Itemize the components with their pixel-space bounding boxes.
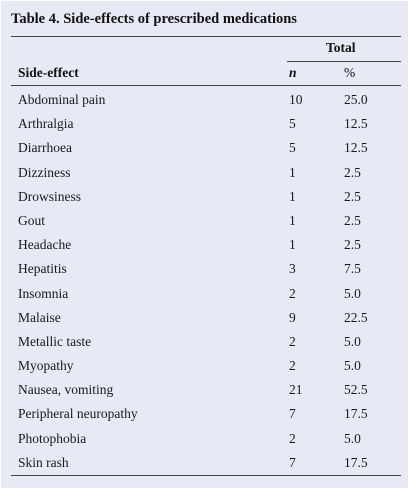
table-row: Skin rash 7 17.5 xyxy=(1,452,408,476)
n-cell: 1 xyxy=(289,237,296,253)
table-row: Abdominal pain 10 25.0 xyxy=(1,89,408,113)
n-cell: 7 xyxy=(289,454,296,470)
table-body: Abdominal pain 10 25.0 Arthralgia 5 12.5 Diarr… xyxy=(1,89,408,476)
n-cell: 2 xyxy=(289,430,296,446)
percent-cell: 5.0 xyxy=(344,285,361,301)
n-cell: 21 xyxy=(289,382,303,398)
side-effect-cell: Dizziness xyxy=(18,164,71,180)
n-cell: 2 xyxy=(289,285,296,301)
n-cell: 9 xyxy=(289,309,296,325)
side-effect-cell: Gout xyxy=(18,212,45,228)
side-effect-cell: Drowsiness xyxy=(18,188,81,204)
percent-cell: 2.5 xyxy=(344,188,361,204)
table-row: Arthralgia 5 12.5 xyxy=(1,113,408,137)
table-row: Headache 1 2.5 xyxy=(1,234,408,258)
percent-cell: 2.5 xyxy=(344,164,361,180)
percent-cell: 22.5 xyxy=(344,309,368,325)
table-row: Insomnia 2 5.0 xyxy=(1,283,408,307)
percent-cell: 17.5 xyxy=(344,406,368,422)
side-effect-cell: Malaise xyxy=(18,309,61,325)
n-cell: 3 xyxy=(289,261,296,277)
bottom-rule xyxy=(11,475,401,476)
side-effect-cell: Nausea, vomiting xyxy=(18,382,114,398)
side-effect-cell: Diarrhoea xyxy=(18,140,72,156)
header-rule xyxy=(11,85,401,86)
n-cell: 1 xyxy=(289,212,296,228)
n-cell: 10 xyxy=(289,92,303,107)
side-effect-cell: Myopathy xyxy=(18,358,74,374)
table-row: Nausea, vomiting 21 52.5 xyxy=(1,379,408,403)
n-cell: 1 xyxy=(289,164,296,180)
side-effect-cell: Hepatitis xyxy=(18,261,67,277)
n-cell: 1 xyxy=(289,188,296,204)
n-cell: 2 xyxy=(289,333,296,349)
percent-cell: 52.5 xyxy=(344,382,368,398)
n-cell: 2 xyxy=(289,358,296,374)
percent-cell: 12.5 xyxy=(344,116,368,132)
side-effect-cell: Metallic taste xyxy=(18,333,92,349)
table-row: Drowsiness 1 2.5 xyxy=(1,186,408,210)
table-caption: Table 4. Side-effects of prescribed medi… xyxy=(11,11,297,27)
percent-cell: 5.0 xyxy=(344,333,361,349)
side-effect-cell: Arthralgia xyxy=(18,116,74,132)
table-row: Malaise 9 22.5 xyxy=(1,307,408,331)
percent-cell: 17.5 xyxy=(344,454,368,470)
side-effect-cell: Headache xyxy=(18,237,72,253)
table-row: Diarrhoea 5 12.5 xyxy=(1,137,408,161)
header-percent: % xyxy=(344,65,356,80)
n-cell: 5 xyxy=(289,140,296,156)
side-effect-cell: Photophobia xyxy=(18,430,87,446)
table-row: Peripheral neuropathy 7 17.5 xyxy=(1,403,408,427)
top-rule xyxy=(11,36,401,37)
percent-cell: 7.5 xyxy=(344,261,361,277)
percent-cell: 12.5 xyxy=(344,140,368,156)
percent-cell: 5.0 xyxy=(344,358,361,374)
side-effect-cell: Abdominal pain xyxy=(18,92,106,107)
n-cell: 5 xyxy=(289,116,296,132)
percent-cell: 2.5 xyxy=(344,212,361,228)
group-header-rule xyxy=(287,61,401,62)
table-row: Photophobia 2 5.0 xyxy=(1,428,408,452)
header-n: n xyxy=(289,65,297,80)
side-effect-cell: Skin rash xyxy=(18,454,69,470)
table-row: Gout 1 2.5 xyxy=(1,210,408,234)
header-total: Total xyxy=(326,40,356,55)
table-row: Dizziness 1 2.5 xyxy=(1,162,408,186)
n-cell: 7 xyxy=(289,406,296,422)
side-effect-cell: Insomnia xyxy=(18,285,69,301)
percent-cell: 25.0 xyxy=(344,92,368,107)
percent-cell: 5.0 xyxy=(344,430,361,446)
table-row: Myopathy 2 5.0 xyxy=(1,355,408,379)
percent-cell: 2.5 xyxy=(344,237,361,253)
table-row: Metallic taste 2 5.0 xyxy=(1,331,408,355)
side-effect-cell: Peripheral neuropathy xyxy=(18,406,138,422)
table-row: Hepatitis 3 7.5 xyxy=(1,258,408,282)
header-side-effect: Side-effect xyxy=(18,65,79,80)
